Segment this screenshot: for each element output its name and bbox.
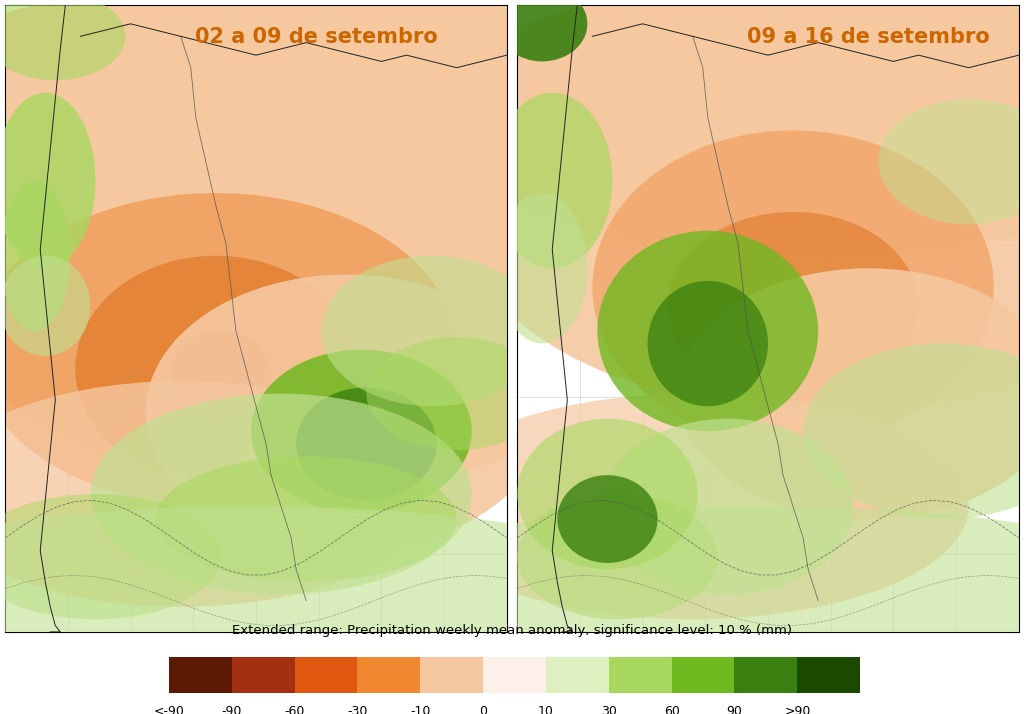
Ellipse shape: [0, 494, 221, 619]
Text: -10: -10: [411, 705, 430, 714]
Ellipse shape: [467, 36, 1024, 413]
Text: -30: -30: [347, 705, 368, 714]
Ellipse shape: [602, 418, 853, 594]
Bar: [546, 657, 609, 693]
Text: 09 a 16 de setembro: 09 a 16 de setembro: [746, 27, 990, 47]
Ellipse shape: [647, 281, 768, 406]
Text: 10: 10: [538, 705, 554, 714]
Bar: [231, 657, 295, 693]
Ellipse shape: [171, 331, 271, 418]
Ellipse shape: [492, 93, 612, 268]
Ellipse shape: [0, 18, 683, 494]
Ellipse shape: [517, 494, 718, 619]
Ellipse shape: [417, 0, 1024, 256]
Text: <-90: <-90: [154, 705, 184, 714]
Ellipse shape: [597, 231, 818, 431]
Text: -60: -60: [285, 705, 305, 714]
Ellipse shape: [0, 381, 432, 607]
Ellipse shape: [517, 418, 697, 569]
Bar: [169, 657, 231, 693]
Text: 0: 0: [479, 705, 487, 714]
Ellipse shape: [0, 93, 95, 268]
Bar: [798, 657, 860, 693]
Ellipse shape: [367, 337, 547, 450]
Text: >90: >90: [784, 705, 811, 714]
Text: 60: 60: [664, 705, 680, 714]
Ellipse shape: [296, 388, 436, 501]
Ellipse shape: [0, 181, 71, 331]
Ellipse shape: [145, 275, 547, 550]
Text: 90: 90: [727, 705, 742, 714]
Ellipse shape: [0, 506, 657, 657]
Ellipse shape: [879, 99, 1024, 224]
Bar: [483, 657, 546, 693]
Ellipse shape: [156, 456, 457, 582]
Ellipse shape: [417, 393, 969, 619]
Text: Extended range: Precipitation weekly mean anomaly, significance level: 10 % (mm): Extended range: Precipitation weekly mea…: [232, 624, 792, 637]
Ellipse shape: [0, 0, 126, 80]
Ellipse shape: [0, 256, 90, 356]
Ellipse shape: [592, 131, 993, 444]
Bar: [295, 657, 357, 693]
Text: 02 a 09 de setembro: 02 a 09 de setembro: [195, 27, 437, 47]
Bar: [609, 657, 672, 693]
Ellipse shape: [0, 0, 708, 256]
Ellipse shape: [322, 256, 542, 406]
Text: -90: -90: [221, 705, 242, 714]
Ellipse shape: [557, 476, 657, 563]
Bar: [734, 657, 798, 693]
Ellipse shape: [0, 193, 457, 506]
Ellipse shape: [668, 212, 919, 400]
Bar: [672, 657, 734, 693]
Ellipse shape: [678, 268, 1024, 519]
Ellipse shape: [90, 393, 472, 594]
Ellipse shape: [367, 506, 1024, 657]
Ellipse shape: [497, 193, 588, 343]
Bar: [420, 657, 483, 693]
Bar: [357, 657, 420, 693]
Ellipse shape: [76, 256, 356, 481]
Text: 30: 30: [601, 705, 616, 714]
Ellipse shape: [251, 350, 472, 513]
Ellipse shape: [497, 0, 588, 61]
Ellipse shape: [803, 343, 1024, 519]
